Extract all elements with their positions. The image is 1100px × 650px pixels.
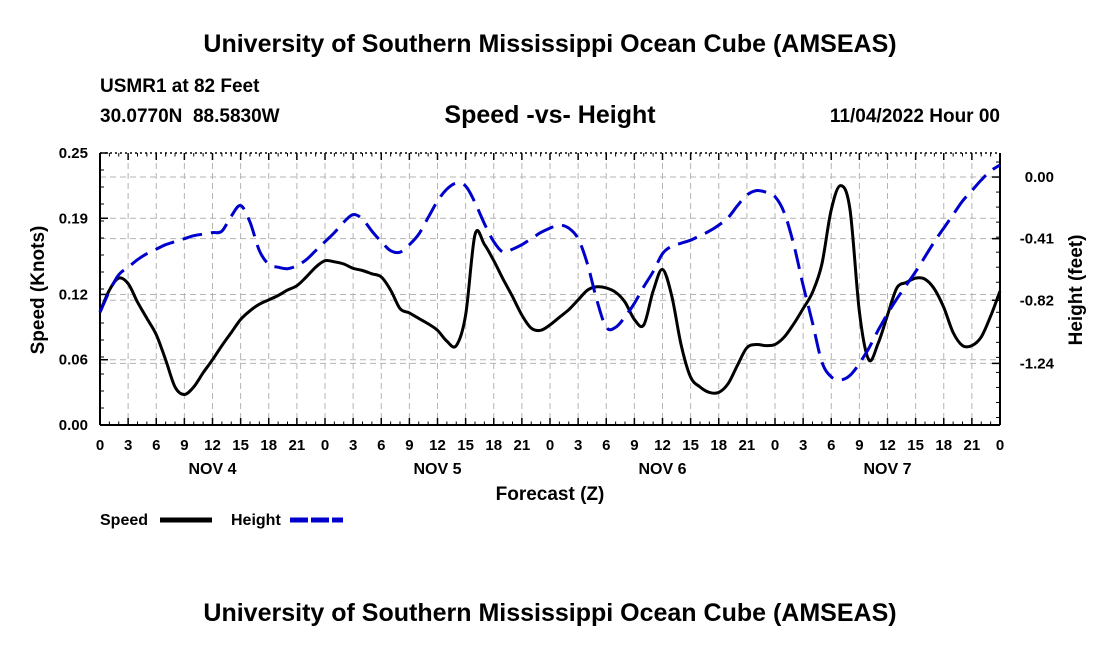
x-tick-label: 0 xyxy=(96,437,104,454)
x-tick-label: 3 xyxy=(349,437,357,454)
y-tick-label-left: 0.19 xyxy=(59,210,88,227)
axis-labels: Forecast (Z) Speed (Knots) Height (feet) xyxy=(28,226,1087,505)
x-tick-label: 18 xyxy=(935,437,952,454)
speed-series-line xyxy=(98,184,1002,396)
footer-title: University of Southern Mississippi Ocean… xyxy=(203,599,897,627)
x-tick-label: 0 xyxy=(321,437,329,454)
x-tick-label: 21 xyxy=(289,437,306,454)
legend: Speed Height xyxy=(100,512,343,529)
y-tick-label-right: -0.41 xyxy=(1020,231,1054,248)
x-tick-label: 9 xyxy=(630,437,638,454)
day-label: NOV 6 xyxy=(638,461,686,478)
day-label: NOV 4 xyxy=(188,461,236,478)
y-tick-label-left: 0.12 xyxy=(59,286,88,303)
x-tick-label: 3 xyxy=(124,437,132,454)
x-tick-label: 15 xyxy=(232,437,249,454)
legend-label-height: Height xyxy=(231,512,281,529)
x-axis-title: Forecast (Z) xyxy=(496,484,605,505)
y-tick-label-right: -1.24 xyxy=(1020,355,1055,372)
y-tick-label-right: -0.82 xyxy=(1020,292,1054,309)
x-tick-label: 18 xyxy=(260,437,277,454)
x-tick-label: 6 xyxy=(377,437,385,454)
station-label: USMR1 at 82 Feet xyxy=(100,76,260,97)
x-tick-label: 0 xyxy=(771,437,779,454)
y-tick-label-left: 0.06 xyxy=(59,352,88,369)
x-tick-label: 9 xyxy=(180,437,188,454)
x-tick-label: 9 xyxy=(855,437,863,454)
x-tick-label: 15 xyxy=(682,437,699,454)
x-tick-label: 21 xyxy=(964,437,981,454)
chart-subtitle: Speed -vs- Height xyxy=(444,101,656,129)
y-axis-title-left: Speed (Knots) xyxy=(28,226,49,355)
legend-label-speed: Speed xyxy=(100,512,148,529)
forecast-datetime: 11/04/2022 Hour 00 xyxy=(829,106,1000,127)
x-tick-label: 21 xyxy=(739,437,756,454)
y-axis-title-right: Height (feet) xyxy=(1066,235,1087,346)
x-tick-label: 6 xyxy=(827,437,835,454)
x-tick-label: 12 xyxy=(654,437,671,454)
page-title: University of Southern Mississippi Ocean… xyxy=(203,30,897,58)
y-tick-label-right: 0.00 xyxy=(1025,169,1054,186)
coordinates-label: 30.0770N 88.5830W xyxy=(100,106,280,127)
grid-lines xyxy=(100,153,1000,425)
x-tick-label: 12 xyxy=(879,437,896,454)
x-tick-label: 0 xyxy=(996,437,1004,454)
day-label: NOV 7 xyxy=(863,461,911,478)
x-tick-label: 15 xyxy=(457,437,474,454)
axis-ticks: 0 3 6 9 12 15 18 21 0 3 6 9 12 15 18 21 0 3 6 9 12 15 18 21 0 3 6 9… xyxy=(59,145,1055,478)
x-tick-label: 18 xyxy=(485,437,502,454)
day-label: NOV 5 xyxy=(413,461,461,478)
x-tick-label: 3 xyxy=(799,437,807,454)
series-lines xyxy=(98,163,1002,396)
y-tick-label-left: 0.00 xyxy=(59,417,88,434)
x-tick-label: 21 xyxy=(514,437,531,454)
x-tick-label: 12 xyxy=(204,437,221,454)
x-tick-label: 9 xyxy=(405,437,413,454)
x-tick-label: 0 xyxy=(546,437,554,454)
height-series-line xyxy=(98,163,1001,382)
x-tick-label: 6 xyxy=(152,437,160,454)
x-tick-label: 12 xyxy=(429,437,446,454)
x-tick-label: 15 xyxy=(907,437,924,454)
y-tick-label-left: 0.25 xyxy=(59,145,88,162)
x-tick-label: 6 xyxy=(602,437,610,454)
x-tick-label: 18 xyxy=(710,437,727,454)
x-tick-label: 3 xyxy=(574,437,582,454)
